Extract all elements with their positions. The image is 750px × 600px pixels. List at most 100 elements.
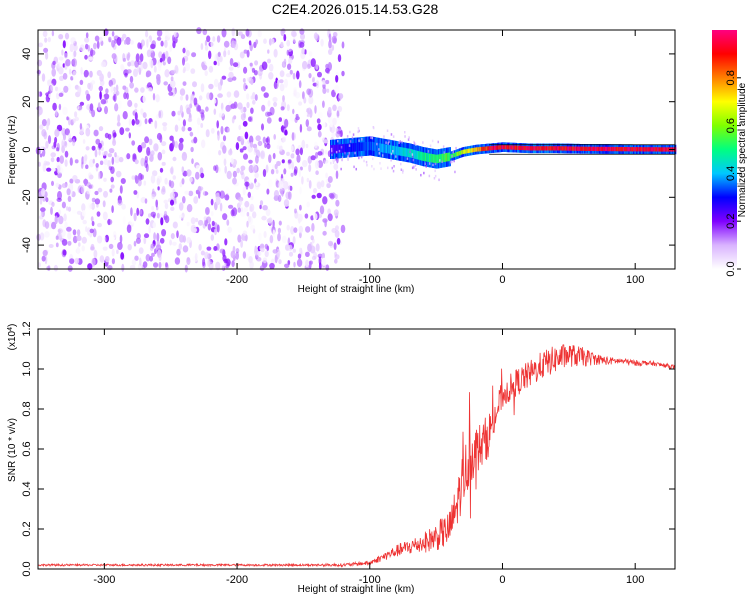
y-tick-label: 0 xyxy=(21,146,33,152)
heatmap-signal-speck xyxy=(341,156,344,159)
heatmap-signal-core xyxy=(655,147,658,152)
heatmap-noise-cell xyxy=(124,72,128,78)
heatmap-noise-cell xyxy=(186,50,190,57)
heatmap-signal-core xyxy=(426,153,428,162)
heatmap-noise-cell xyxy=(164,202,169,210)
heatmap-noise-cell xyxy=(333,163,339,170)
heatmap-noise-cell xyxy=(287,260,291,266)
heatmap-signal-speck xyxy=(453,159,455,163)
heatmap-noise-cell xyxy=(84,37,90,43)
heatmap-signal-speck xyxy=(400,162,402,166)
heatmap-signal-speck xyxy=(379,162,381,165)
heatmap-noise-cell xyxy=(103,236,107,244)
heatmap-noise-cell xyxy=(119,234,123,244)
heatmap-noise-cell xyxy=(245,85,248,90)
heatmap-noise-cell xyxy=(98,171,101,180)
heatmap-noise-cell xyxy=(111,31,115,37)
heatmap-signal-speck xyxy=(390,152,393,156)
heatmap-noise-cell xyxy=(157,62,162,72)
heatmap-noise-cell xyxy=(85,146,90,151)
heatmap-noise-cell xyxy=(61,145,65,154)
heatmap-noise-cell xyxy=(59,75,64,82)
heatmap-noise-cell xyxy=(104,234,109,243)
heatmap-signal-speck xyxy=(335,157,338,160)
heatmap-noise-cell xyxy=(216,35,221,43)
heatmap-noise-cell xyxy=(222,145,227,154)
heatmap-noise-cell xyxy=(287,159,292,164)
heatmap-noise-cell xyxy=(293,261,296,268)
heatmap-noise-cell xyxy=(131,259,137,266)
heatmap-noise-cell xyxy=(56,165,61,175)
heatmap-noise-cell xyxy=(305,259,309,268)
heatmap-noise-cell xyxy=(47,37,51,43)
heatmap-noise-cell xyxy=(263,231,267,238)
heatmap-noise-cell xyxy=(156,212,160,219)
heatmap-noise-cell xyxy=(179,95,184,101)
heatmap-noise-cell xyxy=(111,205,114,214)
heatmap-noise-cell xyxy=(59,155,64,164)
heatmap-noise-cell xyxy=(113,132,117,138)
heatmap-noise-cell xyxy=(283,199,290,207)
heatmap-noise-cell xyxy=(237,31,243,36)
heatmap-noise-cell xyxy=(299,41,305,48)
heatmap-noise-cell xyxy=(174,257,181,265)
heatmap-noise-cell xyxy=(85,226,88,233)
heatmap-noise-cell xyxy=(63,213,67,222)
heatmap-noise-cell xyxy=(283,34,287,42)
heatmap-noise-cell xyxy=(281,159,285,164)
heatmap-noise-cell xyxy=(133,212,137,222)
heatmap-noise-cell xyxy=(310,235,314,241)
heatmap-noise-cell xyxy=(39,124,44,130)
heatmap-noise-cell xyxy=(55,242,59,248)
heatmap-noise-cell xyxy=(257,30,263,38)
heatmap-noise-cell xyxy=(56,156,60,163)
heatmap-noise-cell xyxy=(320,180,325,188)
heatmap-signal-core xyxy=(412,149,415,159)
heatmap-noise-cell xyxy=(331,44,335,51)
heatmap-noise-cell xyxy=(308,164,312,173)
heatmap-signal-core xyxy=(404,147,407,157)
heatmap-noise-cell xyxy=(129,220,134,226)
heatmap-noise-cell xyxy=(316,118,321,124)
heatmap-noise-cell xyxy=(131,175,136,180)
heatmap-noise-cell xyxy=(184,62,191,72)
heatmap-noise-cell xyxy=(220,108,225,117)
heatmap-noise-cell xyxy=(38,106,43,116)
heatmap-noise-cell xyxy=(337,54,342,63)
heatmap-noise-cell xyxy=(150,150,155,156)
heatmap-noise-cell xyxy=(257,140,263,147)
heatmap-noise-cell xyxy=(174,140,178,149)
heatmap-signal-speck xyxy=(347,158,349,161)
heatmap-noise-cell xyxy=(129,265,136,270)
heatmap-noise-cell xyxy=(169,180,175,189)
heatmap-noise-cell xyxy=(201,139,206,149)
heatmap-noise-cell xyxy=(320,38,324,47)
heatmap-noise-cell xyxy=(339,130,343,137)
heatmap-noise-cell xyxy=(186,257,191,265)
spectrogram-y-ticks: -40 -20 0 20 40 xyxy=(21,48,675,253)
heatmap-noise-cell xyxy=(89,174,94,180)
heatmap-noise-cell xyxy=(118,156,124,163)
heatmap-noise-cell xyxy=(72,59,76,65)
heatmap-noise-cell xyxy=(333,242,337,250)
heatmap-noise-cell xyxy=(283,168,287,175)
heatmap-noise-cell xyxy=(48,93,51,99)
heatmap-noise-cell xyxy=(317,71,322,78)
heatmap-noise-cell xyxy=(280,28,285,37)
heatmap-noise-cell xyxy=(153,262,159,268)
heatmap-noise-cell xyxy=(315,80,320,89)
heatmap-signal-speck xyxy=(383,135,385,138)
heatmap-noise-cell xyxy=(111,53,117,60)
heatmap-noise-cell xyxy=(267,100,271,107)
heatmap-noise-cell xyxy=(261,61,268,70)
heatmap-noise-cell xyxy=(74,116,79,122)
heatmap-noise-cell xyxy=(191,158,194,165)
heatmap-noise-cell xyxy=(252,164,257,173)
heatmap-noise-cell xyxy=(202,257,206,267)
heatmap-noise-cell xyxy=(336,110,340,119)
heatmap-noise-cell xyxy=(145,30,149,38)
heatmap-noise-cell xyxy=(291,132,295,141)
heatmap-signal-core xyxy=(630,147,632,152)
heatmap-signal-speck xyxy=(412,165,415,168)
heatmap-noise-cell xyxy=(174,124,179,132)
